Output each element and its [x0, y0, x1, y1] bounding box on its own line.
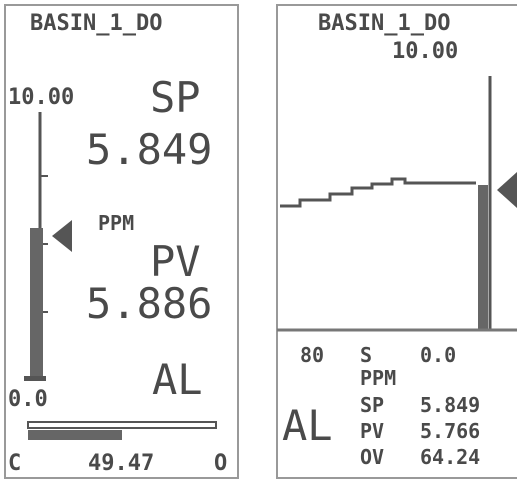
panel-title: BASIN_1_DO [318, 11, 450, 36]
sp-label: SP [150, 73, 201, 122]
scale-min: 0.0 [8, 387, 48, 412]
output-value: 49.47 [88, 451, 154, 476]
time-span: 80 [300, 343, 324, 367]
scale-min: 0.0 [420, 343, 456, 367]
row-value: 5.849 [420, 393, 480, 417]
scale-max: 10.00 [8, 85, 74, 110]
output-right: O [214, 451, 227, 476]
row-label: SP [360, 393, 384, 417]
row-value: 64.24 [420, 445, 480, 469]
output-bar [28, 430, 122, 440]
trend-line [280, 179, 476, 206]
page: BASIN_1_DO 10.00 SP 5.849 PPM PV 5.886 A… [0, 0, 517, 483]
screen: BASIN_1_DO 10.00 SP 5.849 PPM PV 5.886 A… [0, 0, 517, 483]
sp-value: 5.849 [86, 125, 212, 174]
output-scale [28, 422, 216, 428]
pv-value: 5.886 [86, 279, 212, 328]
output-left: C [8, 451, 21, 476]
unit: PPM [98, 211, 134, 235]
time-unit: S [360, 343, 372, 367]
alarm: AL [282, 401, 333, 450]
row-value: 5.766 [420, 419, 480, 443]
panel-title: BASIN_1_DO [30, 11, 162, 36]
unit: PPM [360, 366, 396, 390]
scale-max: 10.00 [392, 39, 458, 64]
level-bar [30, 228, 43, 380]
alarm: AL [152, 355, 203, 404]
row-label: PV [360, 419, 384, 443]
setpoint-pointer [52, 220, 72, 252]
level-bar [478, 185, 488, 330]
scale-base [24, 376, 46, 381]
row-label: OV [360, 445, 384, 469]
setpoint-pointer [497, 172, 517, 208]
